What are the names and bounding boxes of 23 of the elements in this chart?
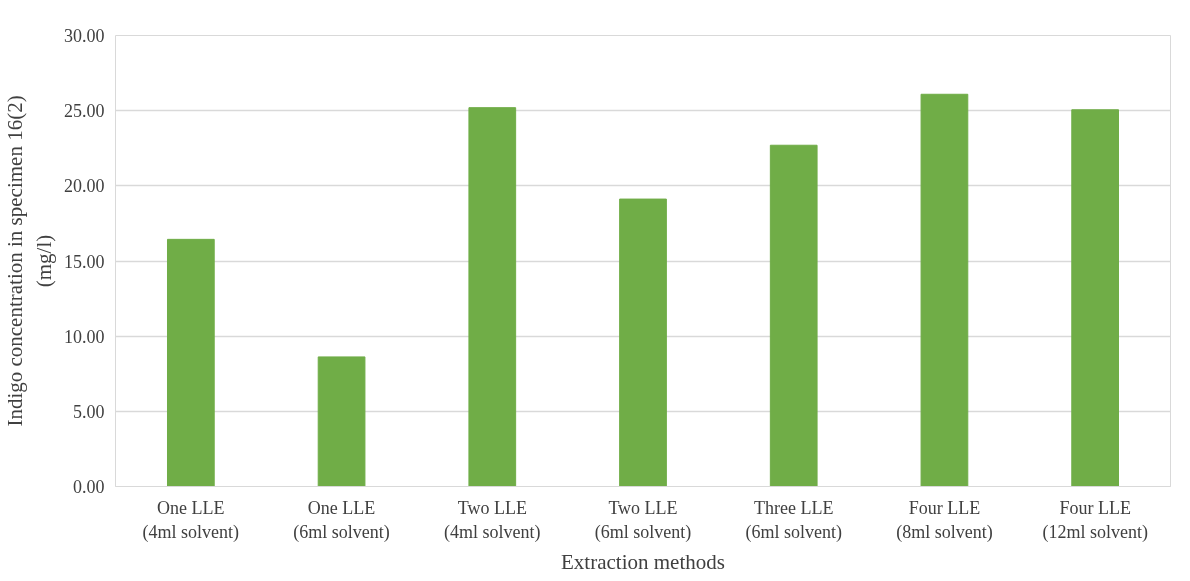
y-tick-label: 5.00 — [73, 401, 105, 422]
y-axis-title: Indigo concentration in specimen 16(2) (mg/l) — [3, 95, 56, 427]
bar — [769, 144, 818, 487]
x-tick-label: Two LLE (4ml solvent) — [444, 497, 541, 543]
x-tick-label: Three LLE (6ml solvent) — [745, 497, 842, 543]
x-axis-title: Extraction methods — [561, 549, 725, 574]
bar — [317, 356, 366, 487]
y-tick-label: 20.00 — [64, 176, 105, 197]
x-tick-label: Four LLE (12ml solvent) — [1042, 497, 1148, 543]
y-tick-label: 30.00 — [64, 26, 105, 46]
y-tick-label: 15.00 — [64, 251, 105, 272]
y-tick-label: 25.00 — [64, 101, 105, 122]
bar — [468, 107, 517, 487]
bar — [1071, 109, 1119, 487]
x-tick-label: Four LLE (8ml solvent) — [896, 497, 993, 543]
y-tick-label: 0.00 — [73, 477, 105, 497]
bar — [920, 93, 969, 487]
y-tick-label: 10.00 — [64, 326, 105, 347]
bar — [167, 238, 215, 487]
x-tick-label: One LLE (6ml solvent) — [293, 497, 390, 543]
bar — [619, 198, 667, 487]
x-tick-label: Two LLE (6ml solvent) — [594, 497, 692, 543]
x-tick-label: One LLE (4ml solvent) — [142, 497, 240, 543]
